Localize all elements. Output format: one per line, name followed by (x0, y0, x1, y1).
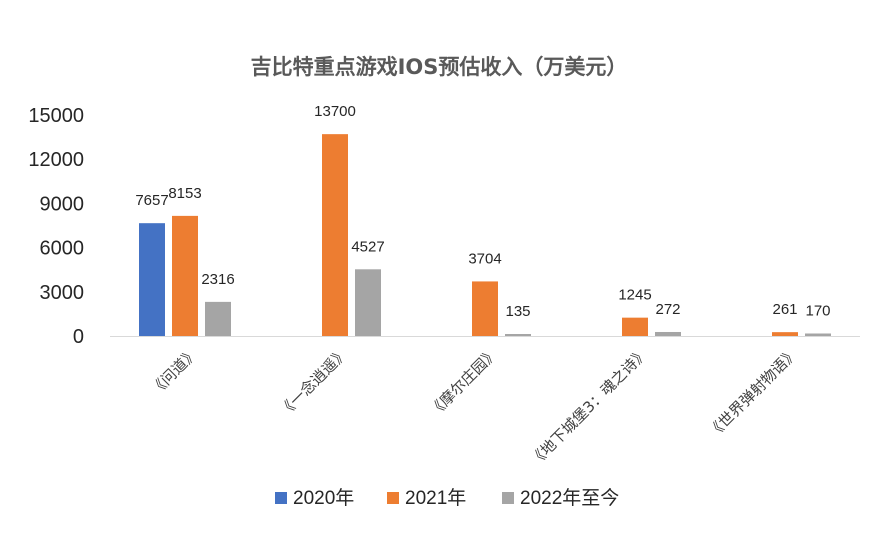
y-tick-label: 6000 (40, 238, 85, 260)
chart-title: 吉比特重点游戏IOS预估收入（万美元） (251, 55, 628, 79)
legend-swatch (387, 492, 399, 504)
data-label: 8153 (168, 185, 201, 202)
data-label: 261 (772, 301, 797, 318)
bar-2020年-0 (139, 223, 165, 336)
y-tick-label: 9000 (40, 193, 85, 215)
x-axis: 《问道》 《一念逍遥》 《摩尔庄园》 《地下城堡3：魂之诗》 《世界弹射物语》 (147, 344, 802, 470)
x-tick-label: 《地下城堡3：魂之诗》 (526, 344, 652, 470)
bar-2022年至今-4 (805, 333, 831, 336)
data-label: 7657 (135, 192, 168, 209)
bar-2022年至今-3 (655, 331, 681, 336)
x-tick-label: 《世界弹射物语》 (704, 344, 802, 442)
bar-2021年-1 (322, 134, 348, 336)
bar-2022年至今-0 (205, 301, 231, 336)
data-label: 1245 (618, 287, 651, 304)
bars-group (139, 134, 831, 336)
x-tick-label: 《摩尔庄园》 (425, 344, 501, 420)
legend-swatch (275, 492, 287, 504)
y-tick-label: 12000 (28, 149, 84, 171)
data-label: 13700 (314, 103, 356, 120)
y-tick-label: 15000 (28, 105, 84, 127)
x-tick-label: 《问道》 (147, 344, 202, 399)
y-tick-label: 3000 (40, 282, 85, 304)
bar-2022年至今-1 (355, 269, 381, 336)
data-label: 170 (805, 302, 830, 319)
data-label: 135 (505, 303, 530, 320)
bar-2022年至今-2 (505, 334, 531, 336)
legend-label: 2022年至今 (520, 487, 619, 509)
legend: 2020年 2021年 2022年至今 (275, 487, 619, 509)
bar-2021年-0 (172, 215, 198, 336)
legend-label: 2020年 (293, 487, 354, 509)
legend-label: 2021年 (405, 487, 466, 509)
y-tick-label: 0 (73, 326, 84, 348)
y-axis: 0 3000 6000 9000 12000 15000 (28, 105, 84, 348)
bar-2021年-4 (772, 332, 798, 336)
bar-2021年-3 (622, 317, 648, 336)
x-tick-label: 《一念逍遥》 (275, 344, 351, 420)
data-label: 2316 (201, 271, 234, 288)
legend-swatch (502, 492, 514, 504)
data-label: 272 (655, 301, 680, 318)
data-label: 4527 (351, 238, 384, 255)
data-label: 3704 (468, 250, 501, 267)
bar-2021年-2 (472, 281, 498, 336)
